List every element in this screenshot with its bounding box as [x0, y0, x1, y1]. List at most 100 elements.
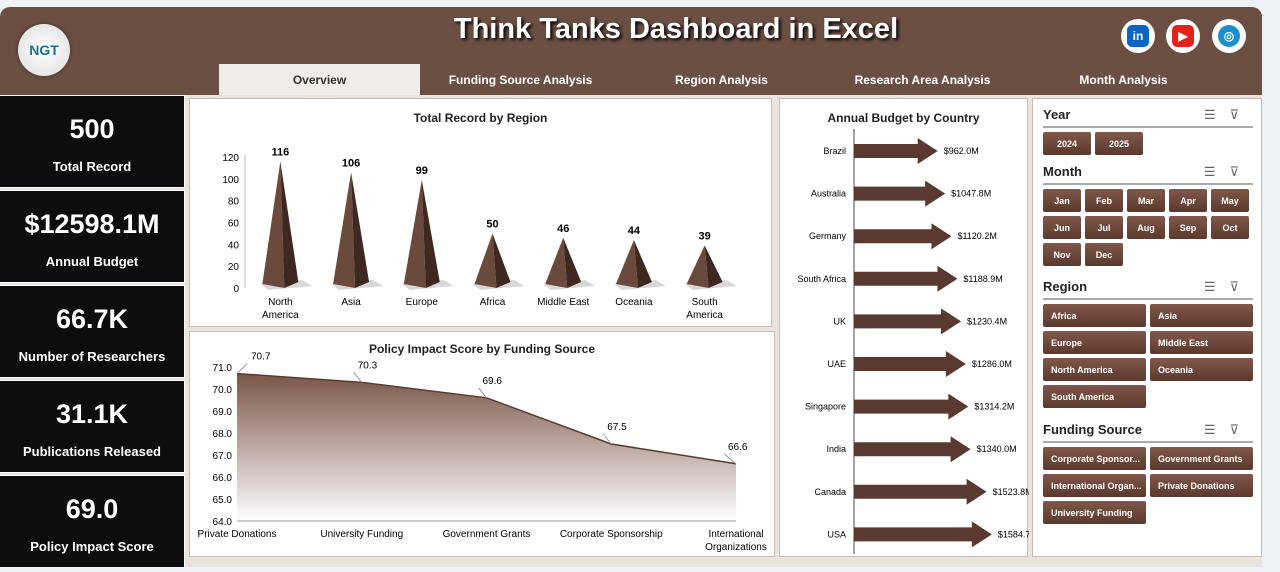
globe-icon: ◎ [1218, 25, 1240, 47]
slicer-item[interactable]: University Funding [1043, 501, 1146, 524]
data-label: $1584.7M [998, 529, 1029, 539]
logo-text: NGT [29, 42, 59, 58]
bar-side [421, 179, 440, 288]
slicer-item[interactable]: Africa [1043, 304, 1146, 327]
slicer-item[interactable]: Oct [1211, 216, 1249, 239]
tab-overview[interactable]: Overview [219, 64, 420, 95]
slicer-title: Month [1043, 164, 1082, 179]
slicer-item[interactable]: Jun [1043, 216, 1081, 239]
slicer-item[interactable]: Oceania [1150, 358, 1253, 381]
bar [333, 172, 356, 288]
category-label: Australia [811, 189, 846, 199]
bar-side [563, 237, 582, 288]
multi-select-icon[interactable]: ☰ [1203, 422, 1230, 437]
arrow-bar [854, 265, 958, 292]
tab-research-area-analysis[interactable]: Research Area Analysis [854, 72, 991, 87]
multi-select-icon[interactable]: ☰ [1203, 107, 1230, 122]
data-label: $1120.2M [957, 231, 996, 241]
y-tick-label: 64.0 [213, 517, 233, 528]
tab-month-analysis[interactable]: Month Analysis [1079, 72, 1168, 87]
multi-select-icon[interactable]: ☰ [1203, 164, 1230, 179]
data-label: 50 [486, 218, 498, 230]
slicer-item[interactable]: South America [1043, 385, 1146, 408]
tab-region-analysis[interactable]: Region Analysis [675, 72, 768, 87]
kpi-label: Total Record [52, 159, 132, 174]
slicer-item[interactable]: Nov [1043, 243, 1081, 266]
clear-filter-icon[interactable]: ⊽ [1229, 107, 1253, 122]
tab-funding-source-analysis[interactable]: Funding Source Analysis [448, 72, 593, 87]
slicer-item[interactable]: Corporate Sponsor... [1043, 447, 1146, 470]
clear-filter-icon[interactable]: ⊽ [1229, 422, 1253, 437]
slicer-item[interactable]: Dec [1085, 243, 1123, 266]
kpi-policy-impact: 69.0 Policy Impact Score [0, 475, 185, 567]
slicer-item[interactable]: Middle East [1150, 331, 1253, 354]
slicer-item[interactable]: North America [1043, 358, 1146, 381]
slicer-item[interactable]: May [1211, 189, 1249, 212]
multi-select-icon[interactable]: ☰ [1203, 279, 1230, 294]
clear-filter-icon[interactable]: ⊽ [1229, 164, 1253, 179]
arrow-bar [854, 308, 962, 335]
bar-side [351, 172, 370, 288]
slicer-item[interactable]: Jan [1043, 189, 1081, 212]
data-label: $1340.0M [977, 444, 1017, 454]
x-tick-label: Corporate Sponsorship [560, 529, 663, 540]
arrow-bar [854, 138, 938, 164]
kpi-label: Publications Released [23, 444, 161, 459]
slicer-item[interactable]: Private Donations [1150, 474, 1253, 497]
arrow-bar [854, 478, 987, 505]
category-label: India [826, 444, 846, 454]
x-tick-label: South America [686, 297, 723, 321]
linkedin-icon: in [1127, 25, 1149, 47]
arrow-bar [854, 436, 971, 463]
slicer-item[interactable]: Aug [1127, 216, 1165, 239]
slicer-funding-source: Funding Source ☰⊽ Corporate Sponsor... Gove… [1043, 422, 1253, 524]
slicer-item[interactable]: Apr [1169, 189, 1207, 212]
arrow-bar [854, 393, 969, 420]
y-tick-label: 66.0 [213, 473, 233, 484]
tab-bar: Overview Funding Source Analysis Region … [219, 64, 1224, 95]
data-label: 99 [416, 165, 428, 177]
slicer-header: Funding Source ☰⊽ [1043, 422, 1253, 443]
x-tick-label: Europe [406, 297, 439, 308]
x-tick-label: Private Donations [198, 529, 277, 540]
slicer-item[interactable]: Jul [1085, 216, 1123, 239]
clear-filter-icon[interactable]: ⊽ [1229, 279, 1253, 294]
slicer-header: Year ☰⊽ [1043, 107, 1253, 128]
bar [474, 233, 497, 288]
chart-title: Total Record by Region [413, 111, 548, 125]
kpi-value: $12598.1M [24, 209, 160, 239]
slicer-item[interactable]: Government Grants [1150, 447, 1253, 470]
slicer-item[interactable]: Europe [1043, 331, 1146, 354]
slicer-item[interactable]: 2024 [1043, 132, 1091, 155]
kpi-label: Number of Researchers [18, 349, 166, 364]
area-fill [237, 373, 736, 521]
chart-policy-impact-by-funding: Policy Impact Score by Funding Source 64… [189, 331, 775, 557]
bar [545, 237, 568, 288]
slicer-items: 2024 2025 [1043, 132, 1253, 155]
bar [615, 239, 638, 288]
linkedin-button[interactable]: in [1121, 19, 1155, 53]
slicer-header: Month ☰⊽ [1043, 164, 1253, 185]
slicer-item[interactable]: 2025 [1095, 132, 1143, 155]
bar-side [280, 161, 299, 288]
data-label: 70.7 [251, 352, 271, 363]
website-button[interactable]: ◎ [1212, 19, 1246, 53]
kpi-value: 31.1K [55, 399, 129, 429]
slicer-tools: ☰⊽ [1204, 164, 1253, 180]
x-tick-label: International Organizations [705, 529, 767, 553]
slicer-item[interactable]: Sep [1169, 216, 1207, 239]
slicer-item[interactable]: Feb [1085, 189, 1123, 212]
logo: NGT [18, 24, 70, 76]
leader-line [236, 363, 248, 374]
slicer-items: Jan Feb Mar Apr May Jun Jul Aug Sep Oct Nov Dec [1043, 189, 1253, 266]
arrow-bar [854, 180, 946, 207]
youtube-button[interactable]: ▶ [1166, 19, 1200, 53]
category-label: Singapore [805, 402, 846, 412]
slicer-item[interactable]: International Organ... [1043, 474, 1146, 497]
kpi-value: 69.0 [65, 494, 119, 524]
slicer-item[interactable]: Mar [1127, 189, 1165, 212]
slicer-item[interactable]: Asia [1150, 304, 1253, 327]
slicer-year: Year ☰⊽ 2024 2025 [1043, 107, 1253, 155]
category-label: USA [827, 529, 846, 539]
data-label: $1523.8M [993, 487, 1029, 497]
